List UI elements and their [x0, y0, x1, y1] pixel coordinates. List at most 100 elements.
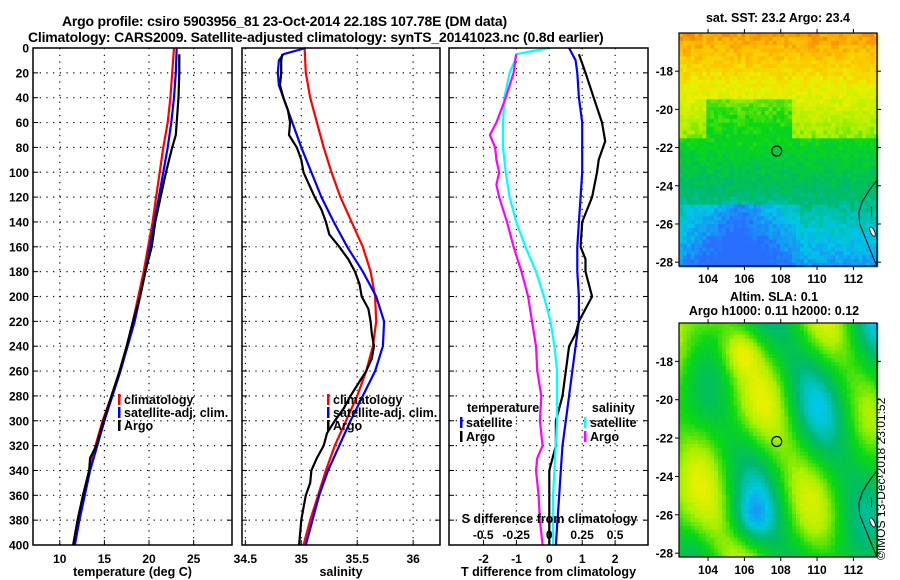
map-cell: [714, 75, 719, 81]
map-cell: [862, 216, 867, 221]
map-cell: [819, 150, 824, 155]
map-cell: [745, 330, 750, 336]
map-cell: [819, 200, 824, 205]
map-cell: [831, 404, 836, 410]
map-cell: [835, 196, 840, 202]
x-tick-label: 104: [698, 272, 718, 286]
map-cell: [745, 247, 750, 252]
map-cell: [679, 189, 684, 194]
map-cell: [749, 142, 754, 147]
map-cell: [682, 224, 688, 229]
map-cell: [796, 161, 801, 166]
map-cell: [831, 181, 836, 186]
map-cell: [866, 263, 871, 268]
map-cell: [803, 354, 809, 359]
map-cell: [874, 181, 879, 186]
map-cell: [698, 91, 703, 96]
map-cell: [753, 216, 758, 221]
map-cell: [866, 381, 871, 386]
map-cell: [850, 323, 855, 328]
map-cell: [745, 259, 750, 264]
map-cell: [796, 79, 801, 85]
x-tick-label: 35: [295, 552, 309, 566]
map-cell: [733, 373, 738, 378]
map-cell: [764, 134, 770, 139]
map-cell: [702, 334, 707, 339]
map-cell: [760, 161, 766, 166]
map-cell: [772, 228, 777, 233]
map-cell: [714, 130, 719, 135]
map-cell: [858, 263, 863, 268]
map-cell: [698, 153, 703, 159]
map-cell: [788, 169, 793, 174]
map-cell: [846, 126, 851, 131]
map-cell: [807, 440, 812, 445]
map-cell: [862, 103, 867, 108]
map-cell: [803, 338, 809, 343]
map-cell: [698, 428, 703, 433]
map-cell: [682, 83, 688, 88]
map-cell: [741, 142, 746, 147]
map-cell: [745, 432, 750, 437]
map-cell: [831, 389, 836, 394]
map-cell: [706, 440, 711, 445]
map-cell: [803, 130, 809, 135]
map-cell: [745, 362, 750, 367]
map-cell: [694, 103, 699, 108]
map-cell: [698, 220, 703, 225]
map-cell: [799, 126, 805, 131]
map-cell: [854, 146, 859, 151]
map-cell: [819, 251, 824, 256]
map-cell: [788, 381, 793, 386]
map-cell: [796, 181, 801, 186]
map-cell: [725, 161, 731, 166]
map-cell: [815, 189, 820, 194]
map-cell: [792, 373, 797, 378]
map-cell: [729, 243, 734, 248]
map-cell: [768, 404, 773, 410]
map-cell: [862, 440, 867, 445]
map-cell: [679, 72, 684, 77]
map-cell: [823, 157, 828, 163]
map-cell: [749, 216, 754, 221]
map-cell: [819, 326, 824, 332]
map-cell: [741, 385, 746, 390]
map-cell: [714, 134, 719, 139]
map-cell: [842, 404, 848, 410]
map-cell: [682, 228, 688, 233]
map-cell: [694, 165, 699, 170]
map-cell: [753, 68, 758, 73]
map-cell: [753, 192, 758, 198]
map-cell: [819, 208, 824, 213]
map-cell: [811, 111, 816, 116]
map-cell: [846, 146, 851, 151]
map-cell: [807, 56, 812, 61]
map-cell: [799, 107, 805, 112]
map-cell: [733, 397, 738, 402]
map-cell: [682, 169, 688, 174]
map-cell: [792, 401, 797, 406]
map-cell: [870, 83, 875, 88]
map-cell: [694, 161, 699, 166]
map-cell: [819, 56, 824, 61]
map-cell: [679, 389, 684, 394]
map-cell: [753, 95, 758, 100]
map-cell: [721, 385, 727, 390]
map-cell: [862, 358, 867, 363]
map-cell: [842, 350, 848, 355]
map-cell: [803, 165, 809, 170]
map-cell: [815, 247, 820, 252]
map-cell: [874, 204, 879, 209]
map-cell: [721, 393, 727, 398]
map-cell: [721, 408, 727, 414]
map-cell: [842, 52, 848, 57]
map-cell: [686, 342, 692, 347]
map-cell: [772, 255, 777, 260]
map-cell: [842, 330, 848, 336]
map-cell: [764, 60, 770, 65]
map-cell: [811, 64, 816, 69]
map-cell: [698, 64, 703, 69]
map-cell: [721, 342, 727, 347]
map-cell: [706, 420, 711, 425]
map-cell: [714, 146, 719, 151]
